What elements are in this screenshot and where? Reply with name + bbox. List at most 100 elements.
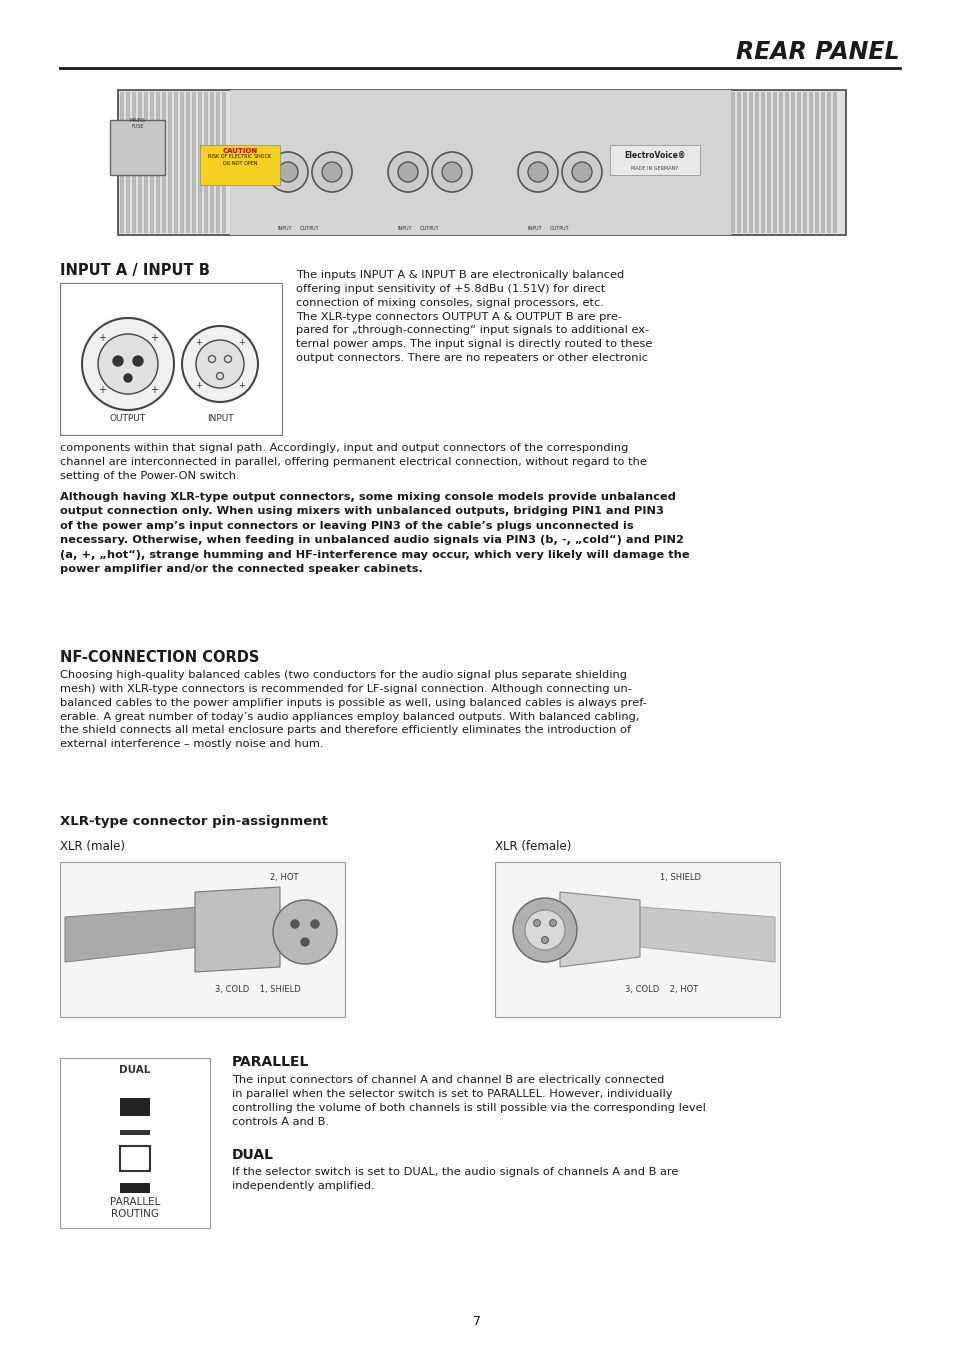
Text: INPUT A / INPUT B: INPUT A / INPUT B: [60, 263, 210, 278]
Bar: [808, 92, 812, 234]
Bar: [138, 92, 142, 234]
Bar: [230, 90, 730, 235]
Text: +: +: [98, 385, 106, 396]
Bar: [760, 92, 764, 234]
Bar: [186, 92, 190, 234]
Circle shape: [311, 919, 318, 927]
Bar: [826, 92, 830, 234]
Circle shape: [432, 153, 472, 192]
Text: MADE IN GERMANY: MADE IN GERMANY: [631, 166, 678, 171]
Text: 2, HOT: 2, HOT: [270, 873, 298, 882]
Bar: [110, 120, 165, 176]
Circle shape: [182, 325, 257, 402]
Text: OUTPUT: OUTPUT: [300, 225, 319, 231]
Bar: [118, 90, 845, 235]
Bar: [120, 1146, 150, 1170]
Bar: [60, 863, 345, 1017]
Circle shape: [132, 356, 143, 366]
Bar: [821, 92, 824, 234]
Text: OUTPUT: OUTPUT: [550, 225, 569, 231]
Text: DUAL: DUAL: [232, 1148, 274, 1162]
Text: MAINS
FUSE: MAINS FUSE: [130, 117, 146, 130]
Bar: [766, 92, 770, 234]
Bar: [132, 92, 136, 234]
Polygon shape: [65, 907, 200, 963]
Circle shape: [112, 356, 123, 366]
Bar: [168, 92, 172, 234]
Bar: [173, 92, 178, 234]
Text: If the selector switch is set to DUAL, the audio signals of channels A and B are: If the selector switch is set to DUAL, t…: [232, 1166, 678, 1191]
Bar: [162, 92, 166, 234]
Circle shape: [322, 162, 341, 182]
Bar: [192, 92, 195, 234]
Bar: [802, 92, 806, 234]
Circle shape: [397, 162, 417, 182]
Bar: [814, 92, 818, 234]
Text: INPUT: INPUT: [527, 225, 541, 231]
Circle shape: [312, 153, 352, 192]
Text: INPUT: INPUT: [277, 225, 292, 231]
Circle shape: [82, 319, 173, 410]
Polygon shape: [194, 887, 280, 972]
Bar: [126, 92, 130, 234]
Circle shape: [277, 162, 297, 182]
Bar: [150, 92, 153, 234]
Text: DUAL: DUAL: [119, 1065, 151, 1075]
Text: XLR-type connector pin-assignment: XLR-type connector pin-assignment: [60, 815, 328, 828]
Text: PARALLEL: PARALLEL: [232, 1054, 309, 1069]
Circle shape: [273, 900, 336, 964]
Text: INPUT: INPUT: [397, 225, 412, 231]
Circle shape: [549, 919, 556, 926]
Bar: [210, 92, 213, 234]
Bar: [120, 92, 124, 234]
Text: OUTPUT: OUTPUT: [110, 414, 146, 423]
Bar: [790, 92, 794, 234]
Bar: [748, 92, 752, 234]
Text: PARALLEL: PARALLEL: [110, 1197, 160, 1207]
Circle shape: [572, 162, 592, 182]
Text: components within that signal path. Accordingly, input and output connectors of : components within that signal path. Acco…: [60, 443, 646, 481]
Bar: [120, 1130, 150, 1135]
Circle shape: [527, 162, 547, 182]
Bar: [796, 92, 801, 234]
Bar: [180, 92, 184, 234]
Bar: [215, 92, 220, 234]
Text: INPUT: INPUT: [207, 414, 233, 423]
Text: ElectroVoice®: ElectroVoice®: [623, 151, 685, 161]
Text: +: +: [195, 381, 202, 390]
Circle shape: [517, 153, 558, 192]
Bar: [200, 144, 280, 185]
Text: Choosing high-quality balanced cables (two conductors for the audio signal plus : Choosing high-quality balanced cables (t…: [60, 670, 646, 749]
Text: +: +: [150, 333, 158, 343]
Bar: [144, 92, 148, 234]
Text: The inputs INPUT A & INPUT B are electronically balanced
offering input sensitiv: The inputs INPUT A & INPUT B are electro…: [295, 270, 652, 363]
Text: NF-CONNECTION CORDS: NF-CONNECTION CORDS: [60, 649, 259, 666]
Text: +: +: [98, 333, 106, 343]
Circle shape: [98, 333, 158, 394]
Text: ROUTING: ROUTING: [111, 1210, 159, 1219]
Circle shape: [513, 898, 577, 963]
Text: +: +: [195, 339, 202, 347]
Bar: [772, 92, 776, 234]
Text: +: +: [150, 385, 158, 396]
Text: RISK OF ELECTRIC SHOCK
DO NOT OPEN: RISK OF ELECTRIC SHOCK DO NOT OPEN: [208, 154, 272, 166]
Bar: [495, 863, 780, 1017]
Text: 7: 7: [473, 1315, 480, 1328]
Bar: [742, 92, 746, 234]
Bar: [222, 92, 226, 234]
Bar: [730, 92, 734, 234]
Text: XLR (male): XLR (male): [60, 840, 125, 853]
Text: 3, COLD    1, SHIELD: 3, COLD 1, SHIELD: [214, 986, 300, 994]
Text: OUTPUT: OUTPUT: [419, 225, 439, 231]
Circle shape: [541, 937, 548, 944]
Polygon shape: [559, 892, 639, 967]
Bar: [832, 92, 836, 234]
Text: REAR PANEL: REAR PANEL: [736, 40, 899, 63]
Text: +: +: [237, 339, 244, 347]
Circle shape: [441, 162, 461, 182]
Bar: [779, 92, 782, 234]
Circle shape: [195, 340, 244, 387]
Circle shape: [268, 153, 308, 192]
Circle shape: [561, 153, 601, 192]
Circle shape: [301, 938, 309, 946]
